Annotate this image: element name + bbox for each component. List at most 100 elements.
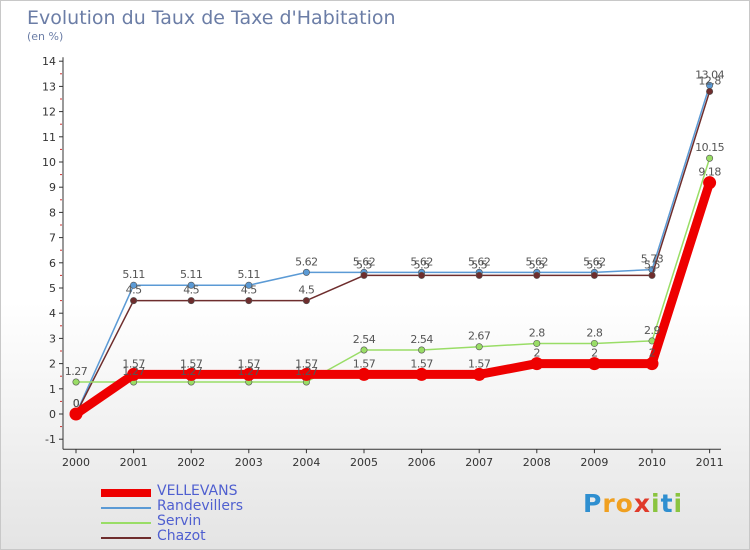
x-tick-label: 2010: [638, 456, 666, 469]
data-label-vellevans: 2: [649, 347, 656, 360]
data-point-vellevans: [184, 367, 198, 381]
data-label-randevillers: 5.62: [468, 255, 491, 268]
data-point-chazot: [533, 271, 541, 279]
logo-letter: P: [583, 489, 603, 518]
data-label-servin: 2.8: [529, 326, 545, 339]
data-point-chazot: [418, 271, 426, 279]
legend-label-vellevans: VELLEVANS: [157, 483, 238, 499]
x-tick-label: 2008: [523, 456, 551, 469]
data-label-servin: 1.27: [238, 365, 261, 378]
proxiti-logo: Proxiti: [583, 489, 683, 518]
logo-letter: i: [673, 489, 684, 518]
y-tick-label: 6: [49, 257, 56, 270]
data-label-randevillers: 13.04: [695, 68, 724, 81]
data-point-vellevans: [530, 357, 544, 371]
y-tick-label: 13: [42, 80, 56, 93]
data-label-chazot: 5.5: [471, 258, 487, 271]
y-tick-label: 5: [49, 282, 56, 295]
chart-title: Evolution du Taux de Taxe d'Habitation: [27, 7, 396, 29]
data-label-servin: 2.54: [410, 333, 433, 346]
legend-item-randevillers: Randevillers: [101, 498, 281, 515]
y-tick-label: 11: [42, 131, 56, 144]
data-point-servin: [418, 346, 426, 354]
logo-letter: r: [602, 489, 616, 518]
legend-item-vellevans: VELLEVANS: [101, 483, 281, 500]
series-line-chazot: [75, 90, 711, 415]
data-point-vellevans: [69, 407, 83, 421]
data-point-vellevans: [299, 367, 313, 381]
data-point-vellevans: [587, 357, 601, 371]
data-point-randevillers: [245, 281, 253, 289]
data-label-vellevans: 1.57: [353, 357, 376, 370]
data-point-chazot: [130, 297, 138, 305]
data-point-randevillers: [302, 268, 310, 276]
data-label-chazot: 4.5: [298, 284, 314, 297]
data-point-servin: [706, 154, 714, 162]
legend-item-chazot: Chazot: [101, 528, 281, 545]
y-tick-label: 4: [49, 307, 56, 320]
data-label-chazot: 5.5: [356, 258, 372, 271]
data-label-servin: 1.27: [180, 365, 203, 378]
logo-letter: x: [633, 489, 651, 518]
x-tick-label: 2002: [177, 456, 205, 469]
y-tick-label: 1: [49, 383, 56, 396]
data-label-chazot: 4.5: [126, 284, 142, 297]
data-point-chazot: [302, 297, 310, 305]
data-label-chazot: 4.5: [183, 284, 199, 297]
data-label-randevillers: 5.62: [295, 255, 318, 268]
legend-item-servin: Servin: [101, 513, 281, 530]
data-label-servin: 2.9: [644, 324, 660, 337]
data-label-randevillers: 5.62: [583, 255, 606, 268]
data-label-vellevans: 1.57: [468, 357, 491, 370]
data-label-servin: 10.15: [695, 141, 724, 154]
data-label-vellevans: 2: [534, 347, 541, 360]
data-label-vellevans: 9.18: [698, 166, 721, 179]
data-label-servin: 2.67: [468, 330, 491, 343]
data-point-chazot: [648, 271, 656, 279]
data-label-randevillers: 5.11: [122, 268, 145, 281]
data-point-chazot: [475, 271, 483, 279]
data-label-randevillers: 5.62: [353, 255, 376, 268]
data-label-chazot: 5.5: [586, 258, 602, 271]
y-tick-label: 14: [42, 55, 56, 68]
x-tick-label: 2007: [465, 456, 493, 469]
x-tick-label: 2001: [120, 456, 148, 469]
data-label-chazot: 5.5: [414, 258, 430, 271]
series-line-vellevans: [71, 178, 715, 419]
data-point-servin: [533, 339, 541, 347]
data-label-randevillers: 5.62: [410, 255, 433, 268]
data-label-servin: 2.8: [586, 326, 602, 339]
y-tick-label: -1: [45, 433, 56, 446]
x-tick-label: 2000: [62, 456, 90, 469]
data-point-chazot: [245, 297, 253, 305]
data-point-vellevans: [127, 367, 141, 381]
data-point-randevillers: [187, 281, 195, 289]
data-point-vellevans: [242, 367, 256, 381]
data-point-vellevans: [472, 367, 486, 381]
data-point-servin: [360, 346, 368, 354]
y-tick-label: 12: [42, 106, 56, 119]
data-label-randevillers: 0: [73, 397, 80, 410]
data-label-vellevans: 1.57: [295, 357, 318, 370]
data-label-randevillers: 5.11: [180, 268, 203, 281]
data-label-vellevans: 1.57: [122, 357, 145, 370]
legend-swatch-randevillers: [101, 507, 151, 509]
y-tick-label: 3: [49, 332, 56, 345]
legend: VELLEVANS Randevillers Servin Chazot: [101, 483, 281, 545]
chart-subtitle: (en %): [27, 30, 64, 43]
legend-label-randevillers: Randevillers: [157, 498, 243, 514]
data-label-randevillers: 5.73: [641, 253, 664, 266]
y-tick-label: 8: [49, 206, 56, 219]
logo-letter: i: [651, 489, 661, 518]
data-label-servin: 1.27: [122, 365, 145, 378]
data-label-randevillers: 5.62: [526, 255, 549, 268]
data-point-chazot: [706, 87, 714, 95]
data-label-vellevans: 1.57: [238, 357, 261, 370]
legend-label-servin: Servin: [157, 513, 202, 529]
data-point-servin: [590, 339, 598, 347]
data-label-servin: 1.27: [295, 365, 318, 378]
data-label-chazot: 5.5: [529, 258, 545, 271]
series-line-servin: [75, 157, 711, 383]
